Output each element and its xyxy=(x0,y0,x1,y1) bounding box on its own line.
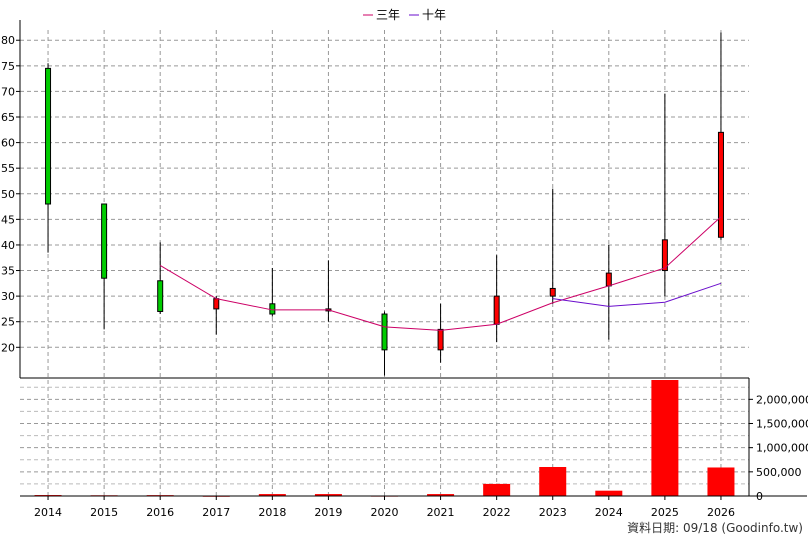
candle-body xyxy=(661,239,668,272)
candle-body xyxy=(605,272,612,287)
volume-bar xyxy=(258,494,286,496)
x-tick-label: 2024 xyxy=(595,506,623,519)
price-panel: 20 25 30 35 40 45 50 55 60 65 70 75 80 xyxy=(1,20,749,496)
x-tick-label: 2020 xyxy=(371,506,399,519)
volume-bar xyxy=(595,490,623,496)
legend-label-3y: 三年 xyxy=(376,8,400,22)
volume-bar xyxy=(539,467,567,496)
price-tick-label: 70 xyxy=(1,85,15,98)
x-tick-label: 2023 xyxy=(539,506,567,519)
volume-tick-label: 1,000,000 xyxy=(756,442,808,455)
x-tick-label: 2016 xyxy=(146,506,174,519)
volume-tick-label: 1,500,000 xyxy=(756,418,808,431)
candle-body xyxy=(213,298,220,310)
price-tick-label: 65 xyxy=(1,111,15,124)
volume-bar xyxy=(427,494,455,496)
source-note: 資料日期: 09/18 (Goodinfo.tw) xyxy=(627,521,803,535)
x-tick-label: 2019 xyxy=(314,506,342,519)
price-tick-label: 25 xyxy=(1,316,15,329)
ma-line-10y xyxy=(552,282,722,307)
price-tick-label: 20 xyxy=(1,341,15,354)
price-tick-label: 50 xyxy=(1,188,15,201)
candle-body xyxy=(101,203,108,279)
x-tick-label: 2014 xyxy=(34,506,62,519)
candle-body xyxy=(717,131,724,238)
candle-body xyxy=(437,328,444,351)
volume-bar xyxy=(707,467,735,496)
ma-line-3y xyxy=(159,216,722,331)
legend-label-10y: 十年 xyxy=(422,8,446,22)
x-tick-label: 2018 xyxy=(258,506,286,519)
price-tick-label: 45 xyxy=(1,213,15,226)
price-tick-label: 40 xyxy=(1,239,15,252)
volume-bar xyxy=(314,494,342,496)
x-tick-label: 2015 xyxy=(90,506,118,519)
price-tick-label: 30 xyxy=(1,290,15,303)
price-tick-label: 55 xyxy=(1,162,15,175)
price-tick-label: 35 xyxy=(1,265,15,278)
candle-body xyxy=(493,295,500,325)
candle-body xyxy=(45,67,52,205)
x-tick-label: 2017 xyxy=(202,506,230,519)
x-tick-label: 2025 xyxy=(651,506,679,519)
volume-tick-label: 500,000 xyxy=(756,466,802,479)
price-tick-label: 75 xyxy=(1,60,15,73)
x-tick-label: 2026 xyxy=(707,506,735,519)
volume-bar xyxy=(651,380,679,496)
volume-tick-label: 2,000,000 xyxy=(756,393,808,406)
price-tick-label: 60 xyxy=(1,137,15,150)
price-tick-label: 80 xyxy=(1,34,15,47)
candle-body xyxy=(269,303,276,315)
candle-body xyxy=(549,287,556,297)
volume-bar xyxy=(483,483,511,496)
candle-body xyxy=(381,313,388,351)
legend: 三年 十年 xyxy=(363,8,446,22)
x-axis: 2014 2015 2016 2017 2018 2019 2020 2021 2022 2023… xyxy=(34,496,735,519)
x-tick-label: 2022 xyxy=(483,506,511,519)
x-tick-label: 2021 xyxy=(427,506,455,519)
candle-body xyxy=(157,280,164,312)
